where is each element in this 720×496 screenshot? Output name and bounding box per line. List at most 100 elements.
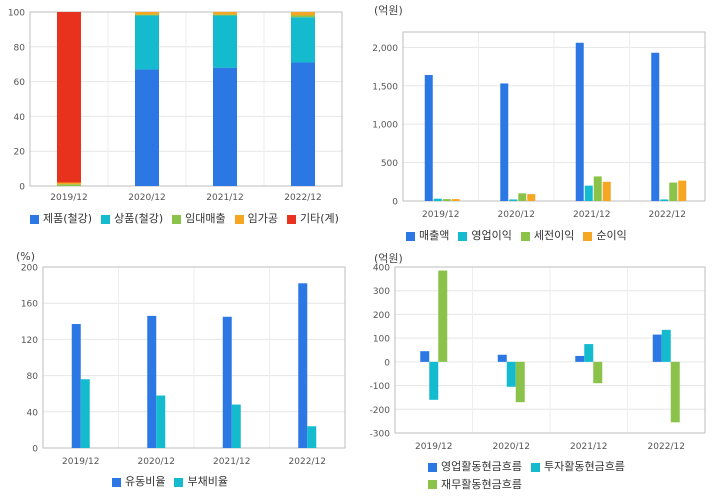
bar — [652, 334, 662, 362]
x-tick-label: 2019/12 — [422, 210, 459, 220]
legend-swatch — [101, 214, 111, 224]
chart-income-legend: 매출액 영업이익 세전이익 순이익 — [406, 228, 706, 246]
legend-item: 재무활동현금흐름 — [428, 477, 522, 493]
bar — [527, 194, 536, 201]
chart-cashflow-plot: -300 -200 -100 0 100 200 300 400 2019/12 2020/12 2… — [370, 264, 706, 452]
bar — [298, 283, 308, 448]
bar — [506, 361, 516, 387]
bar — [593, 361, 603, 384]
bar-segment — [291, 17, 315, 63]
legend-item: 투자활동현금흐름 — [530, 459, 625, 475]
bar — [593, 176, 602, 201]
legend-swatch — [520, 231, 530, 241]
legend-label: 투자활동현금흐름 — [543, 460, 625, 473]
y-tick-label: 40 — [14, 113, 26, 123]
plot-frame — [402, 31, 706, 202]
legend-label: 순이익 — [596, 229, 627, 242]
y-tick-label: 0 — [32, 445, 38, 455]
bar-segment — [213, 15, 237, 68]
bar — [442, 199, 451, 201]
legend-swatch — [287, 214, 297, 224]
bar-segment — [135, 15, 159, 70]
bar-segment — [57, 12, 81, 183]
y-tick-label: 500 — [381, 159, 398, 169]
y-tick-label: 1,500 — [372, 82, 398, 92]
legend-label: 영업이익 — [471, 229, 512, 242]
y-tick-label: 40 — [27, 408, 39, 418]
bar-segment — [213, 67, 237, 186]
legend-item: 세전이익 — [520, 228, 575, 244]
chart-sales-composition-legend: 제품(철강) 상품(철강) 임대매출 임가공 기타(계) — [30, 211, 350, 229]
chart-cashflow: (억원) -300 -200 -100 0 100 200 300 400 2019/12 202… — [360, 248, 720, 496]
plot-frame — [29, 11, 343, 187]
bar-segment — [291, 62, 315, 186]
bar — [307, 426, 317, 448]
bar — [500, 83, 509, 201]
y-tick-label: 1,000 — [372, 121, 398, 131]
bar — [678, 180, 687, 201]
bar-segment — [135, 69, 159, 186]
x-tick-label: 2021/12 — [206, 193, 243, 203]
legend-swatch — [428, 480, 437, 489]
y-tick-label: 0 — [392, 198, 398, 208]
bar — [669, 182, 678, 201]
legend-item: 제품(철강) — [30, 211, 92, 227]
bar — [147, 315, 157, 448]
bar — [660, 199, 669, 201]
legend-label: 제품(철강) — [43, 212, 93, 225]
legend-item: 상품(철강) — [101, 211, 163, 227]
bar-segment — [213, 14, 237, 16]
chart-sales-composition: 0 20 40 60 80 100 2019/12 2020/12 2021/12 2022/12… — [0, 0, 360, 248]
y-tick-label: 20 — [14, 148, 26, 158]
legend-swatch — [583, 231, 593, 241]
y-tick-label: -300 — [370, 430, 391, 440]
chart-ratios: (%) 0 40 80 120 160 200 2019/12 2020/12 2021/12 2… — [0, 248, 360, 496]
legend-label: 유동비율 — [125, 475, 166, 488]
legend-item: 영업이익 — [458, 228, 512, 244]
legend-item: 임대매출 — [172, 211, 226, 227]
legend-label: 기타(계) — [300, 212, 339, 225]
bar — [222, 316, 232, 448]
y-tick-label: 100 — [8, 9, 25, 19]
legend-swatch — [530, 462, 540, 472]
y-tick-label: 2,000 — [372, 44, 398, 54]
bar — [575, 42, 584, 201]
bar — [670, 361, 680, 423]
x-tick-label: 2022/12 — [289, 457, 326, 467]
bar-segment — [57, 184, 81, 186]
bar — [518, 193, 527, 201]
x-tick-label: 2020/12 — [138, 457, 175, 467]
x-tick-label: 2019/12 — [62, 457, 99, 467]
bar — [602, 181, 611, 201]
chart-ratios-legend: 유동비율 부채비율 — [112, 474, 312, 492]
bar — [71, 324, 81, 448]
legend-label: 세전이익 — [533, 229, 575, 242]
plot-frame — [42, 266, 346, 449]
bar — [433, 198, 442, 201]
chart-income: (억원) 0 500 1,000 1,500 2,000 2019/12 2020/12 20… — [360, 0, 720, 248]
legend-swatch — [172, 214, 182, 224]
bar — [497, 354, 507, 362]
y-tick-label: 0 — [19, 183, 25, 193]
x-tick-label: 2021/12 — [213, 457, 250, 467]
x-tick-label: 2020/12 — [498, 210, 535, 220]
bar-segment — [135, 12, 159, 15]
y-tick-label: -200 — [370, 406, 391, 416]
legend-label: 영업활동현금흐름 — [441, 460, 522, 473]
legend-item: 기타(계) — [287, 211, 339, 227]
y-tick-label: 300 — [373, 287, 390, 297]
legend-item: 매출액 — [406, 228, 449, 244]
legend-label: 임대매출 — [185, 212, 226, 225]
legend-swatch — [234, 214, 244, 224]
y-tick-label: 80 — [27, 372, 39, 382]
bar-segment — [57, 182, 81, 185]
chart-ratios-plot: 0 40 80 120 160 200 2019/12 2020/12 2021/12 2022/… — [21, 264, 346, 467]
legend-swatch — [30, 214, 39, 224]
legend-item: 임가공 — [234, 211, 278, 227]
bar-segment — [291, 12, 315, 16]
bar — [438, 270, 448, 362]
chart-income-plot: 0 500 1,000 1,500 2,000 2019/12 2020/12 2021/12… — [372, 31, 706, 220]
chart-ratios-unit: (%) — [16, 250, 36, 263]
x-tick-label: 2021/12 — [570, 442, 607, 452]
